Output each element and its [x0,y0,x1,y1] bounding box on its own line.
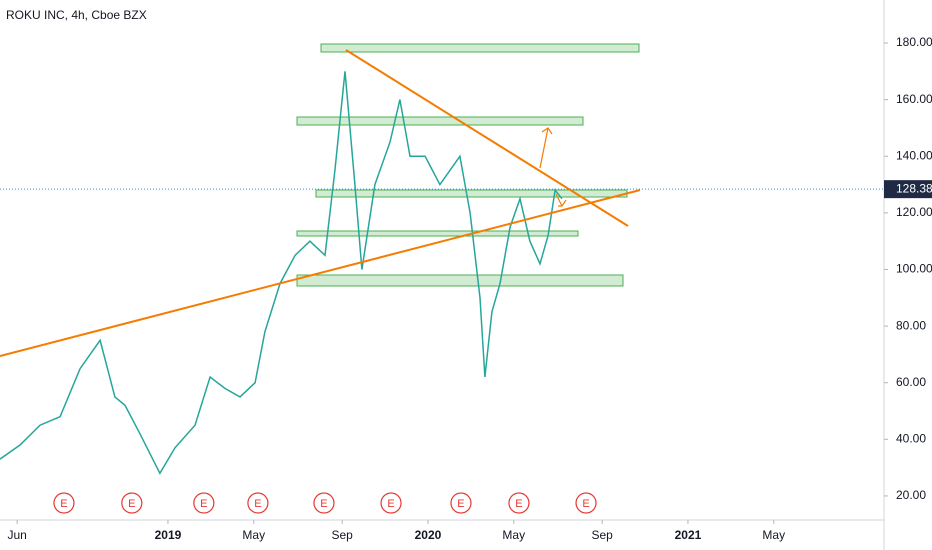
earnings-marker [508,492,530,514]
trend-line [345,49,629,227]
earnings-marker [313,492,335,514]
earnings-marker [380,492,402,514]
price-line [0,71,563,475]
y-tick-label: 40.00 [896,431,926,445]
last-price-label: 128.38 [896,181,932,195]
earnings-label: E [128,498,135,510]
zone [320,43,640,53]
earnings-label: E [60,498,67,510]
y-tick-label: 120.00 [896,205,932,219]
earnings-marker [247,492,269,514]
x-tick-label: Sep [591,528,613,542]
earnings-marker [193,492,215,514]
x-tick-label: May [242,528,265,542]
arrow [539,127,553,169]
y-tick-label: 20.00 [896,488,926,502]
y-tick-label: 80.00 [896,318,926,332]
x-tick-label: 2021 [675,528,702,542]
earnings-label: E [457,498,464,510]
zones [296,43,640,287]
earnings-label: E [254,498,261,510]
earnings-marker [53,492,75,514]
x-tick-label: Sep [331,528,353,542]
earnings-marker [450,492,472,514]
last-price-box [884,180,932,199]
y-tick-label: 180.00 [896,35,932,49]
zone [296,230,579,237]
trend-line [0,189,641,357]
earnings-label: E [387,498,394,510]
earnings-label: E [320,498,327,510]
earnings-marker [575,492,597,514]
y-tick-label: 140.00 [896,148,932,162]
y-tick-label: 100.00 [896,262,932,276]
zone [296,116,584,126]
x-tick-label: Jun [7,528,26,542]
earnings-marker [121,492,143,514]
arrow [555,193,567,207]
x-tick-label: 2020 [415,528,442,542]
x-tick-label: 2019 [155,528,182,542]
y-tick-label: 160.00 [896,92,932,106]
earnings-label: E [200,498,207,510]
y-tick-label: 60.00 [896,375,926,389]
x-tick-label: May [502,528,525,542]
x-tick-label: May [762,528,785,542]
zone [296,274,624,287]
earnings-label: E [515,498,522,510]
chart-title: ROKU INC, 4h, Cboe BZX [6,8,147,22]
earnings-label: E [582,498,589,510]
